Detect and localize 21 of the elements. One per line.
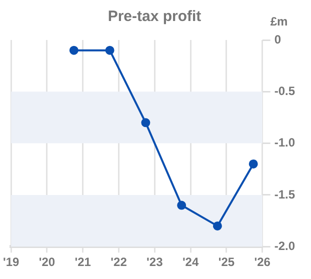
- point: [141, 118, 150, 128]
- y-tick-label: -0.5: [274, 84, 296, 98]
- y-tick-label: -1.5: [274, 187, 296, 202]
- point: [177, 200, 186, 210]
- x-tick-label: '24: [182, 255, 199, 270]
- point: [212, 221, 222, 230]
- y-tick-label: -2.0: [274, 238, 296, 253]
- x-tick-label: '20: [38, 255, 56, 270]
- x-tick-label: '22: [110, 255, 128, 270]
- chart-title: Pre-tax profit: [108, 8, 202, 26]
- x-tick-label: '23: [146, 255, 164, 270]
- point: [248, 159, 258, 168]
- x-tick-label: '21: [74, 255, 92, 270]
- point: [105, 46, 114, 55]
- y-axis-title: £m: [270, 14, 288, 28]
- x-tick-label: '19: [3, 255, 20, 270]
- x-tick-label: '25: [218, 255, 235, 270]
- y-tick-label: 0: [274, 32, 282, 46]
- y-tick-label: -1.0: [274, 136, 296, 150]
- point: [69, 46, 78, 55]
- x-tick-label: '26: [254, 255, 271, 270]
